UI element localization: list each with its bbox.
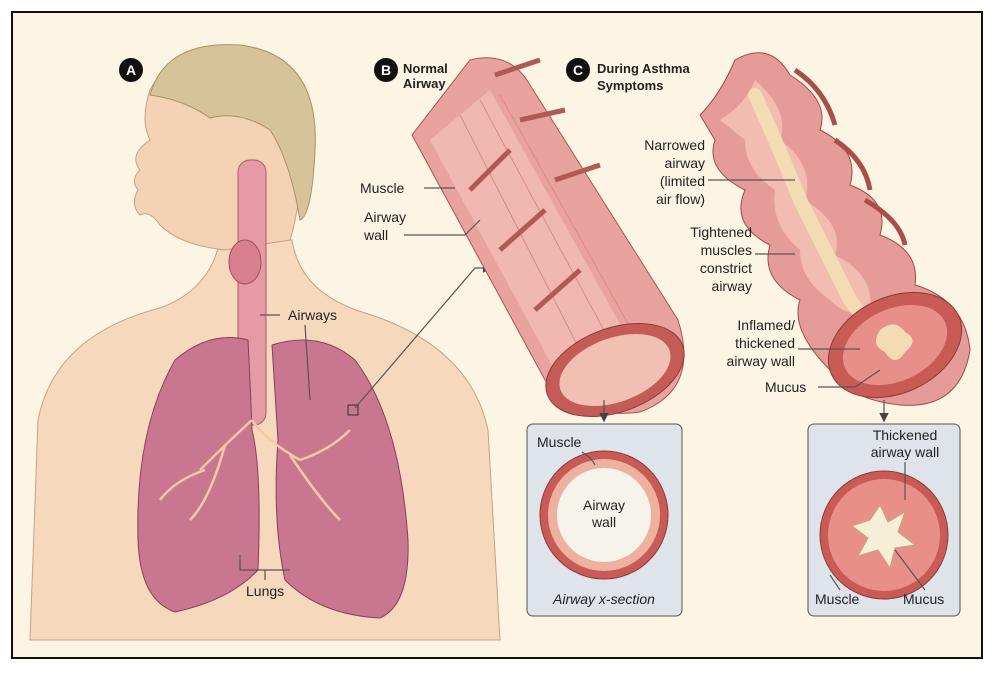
- narrowed-airway-label: Narrowed airway (limited air flow): [644, 137, 705, 207]
- tightened-muscles-label: Tightened muscles constrict airway: [690, 224, 752, 294]
- label-line: airway: [665, 155, 705, 171]
- label-line: Airway: [403, 76, 446, 91]
- right-lung: [271, 339, 409, 619]
- xs-wall-label: Airway wall: [583, 497, 625, 530]
- normal-airway-tube: [411, 57, 685, 418]
- lungs-label: Lungs: [246, 583, 284, 599]
- airways-label: Airways: [288, 307, 337, 323]
- xs-mucus-label: Mucus: [903, 591, 944, 607]
- airway-wall-label: Airway wall: [363, 209, 406, 243]
- label-line: During Asthma: [597, 61, 690, 76]
- label-line: (limited: [660, 173, 705, 189]
- xs-caption: Airway x-section: [552, 591, 655, 607]
- panel-letter: B: [381, 62, 391, 78]
- leader-line: [894, 549, 926, 591]
- label-line: air flow): [656, 191, 705, 207]
- letter-badge: [119, 58, 143, 82]
- letter-badge: [374, 58, 398, 82]
- leader-line: [404, 219, 481, 236]
- label-line: Thickened: [873, 427, 938, 443]
- leader-line: [581, 451, 596, 466]
- xs-muscle-label: Muscle: [815, 591, 860, 607]
- mucus-label: Mucus: [765, 379, 806, 395]
- panel-letter: C: [573, 62, 583, 78]
- xs-muscle-label: Muscle: [537, 434, 582, 450]
- panel-title: During Asthma Symptoms: [597, 61, 690, 93]
- leader-line: [829, 574, 841, 591]
- label-line: thickened: [735, 335, 795, 351]
- leader-line: [818, 369, 881, 388]
- label-line: airway wall: [871, 444, 939, 460]
- xs-thickened-label: Thickened airway wall: [871, 427, 939, 460]
- label-line: Tightened: [690, 224, 752, 240]
- inflamed-wall-label: Inflamed/thickened airway wall: [727, 317, 796, 369]
- label-line: airway: [712, 278, 752, 294]
- label-line: constrict: [700, 260, 752, 276]
- label-line: Narrowed: [644, 137, 705, 153]
- label-line: wall: [363, 227, 388, 243]
- muscle-label: Muscle: [360, 180, 405, 196]
- label-line: Airway: [364, 209, 406, 225]
- label-line: muscles: [701, 242, 752, 258]
- letter-badge: [566, 58, 590, 82]
- panel-title: Normal Airway: [403, 61, 448, 91]
- label-line: Symptoms: [597, 78, 663, 93]
- label-line: wall: [591, 514, 616, 530]
- leader-line: [239, 555, 290, 580]
- panel-letter: A: [126, 62, 136, 78]
- label-line: Normal: [403, 61, 448, 76]
- left-lung: [137, 337, 260, 613]
- asthma-airway-tube: [699, 52, 971, 406]
- label-line: airway wall: [727, 353, 795, 369]
- person: [29, 44, 501, 641]
- leader-line: [260, 314, 311, 401]
- label-line: Inflamed/: [737, 317, 795, 333]
- label-line: Airway: [583, 497, 625, 513]
